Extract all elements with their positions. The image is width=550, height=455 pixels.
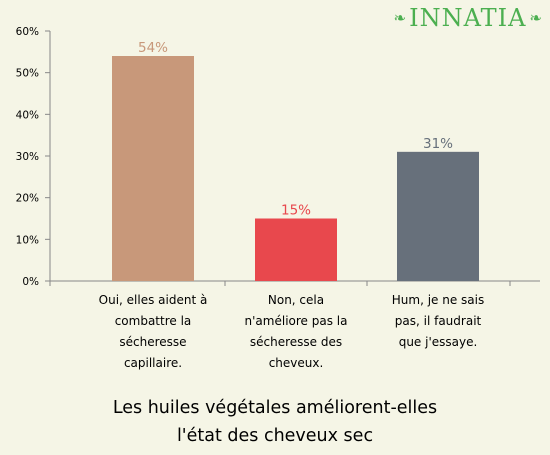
- y-tick-label: 20%: [16, 193, 39, 205]
- x-tick-label-line: que j'essaye.: [398, 335, 478, 349]
- x-tick-label: Non, cela n'améliore pas la sécheresse des…: [236, 290, 356, 374]
- x-tick-label-line: cheveux.: [268, 356, 324, 370]
- data-label: 15%: [281, 203, 311, 219]
- bar: [112, 56, 194, 281]
- y-tick-label: 0%: [22, 276, 39, 288]
- x-tick-label-line: Oui, elles aident à: [98, 293, 208, 307]
- chart-title: Les huiles végétales améliorent-elles l'…: [0, 394, 550, 450]
- data-label: 54%: [138, 40, 168, 56]
- x-tick-label-line: Hum, je ne sais: [391, 293, 485, 307]
- y-tick-label: 30%: [16, 151, 39, 163]
- y-tick-label: 10%: [16, 234, 39, 246]
- y-tick-label: 60%: [16, 26, 39, 38]
- brand-logo: ❧ INNATIA ❧: [394, 4, 542, 32]
- x-tick-label-line: sécheresse des: [249, 335, 343, 349]
- x-tick-label: Oui, elles aident à combattre la sécheress…: [93, 290, 213, 374]
- bar: [397, 151, 479, 281]
- y-tick-label: 50%: [16, 68, 39, 80]
- x-tick-label-line: Non, cela: [267, 293, 325, 307]
- x-tick-label-line: n'améliore pas la: [244, 314, 348, 328]
- x-tick-label-line: sécheresse: [119, 335, 187, 349]
- bar: [255, 218, 337, 281]
- brand-name: INNATIA: [409, 4, 527, 32]
- x-tick-label-line: combattre la: [114, 314, 192, 328]
- data-label: 31%: [423, 136, 453, 152]
- y-tick-label: 40%: [16, 109, 39, 121]
- chart-title-line-2: l'état des cheveux sec: [176, 426, 374, 446]
- leaf-right-icon: ❧: [529, 8, 542, 27]
- chart-title-line-1: Les huiles végétales améliorent-elles: [112, 398, 438, 418]
- x-tick-label-line: capillaire.: [123, 356, 183, 370]
- x-tick-label: Hum, je ne sais pas, il faudrait que j'ess…: [378, 290, 498, 353]
- x-tick-label-line: pas, il faudrait: [394, 314, 482, 328]
- leaf-left-icon: ❧: [393, 8, 407, 27]
